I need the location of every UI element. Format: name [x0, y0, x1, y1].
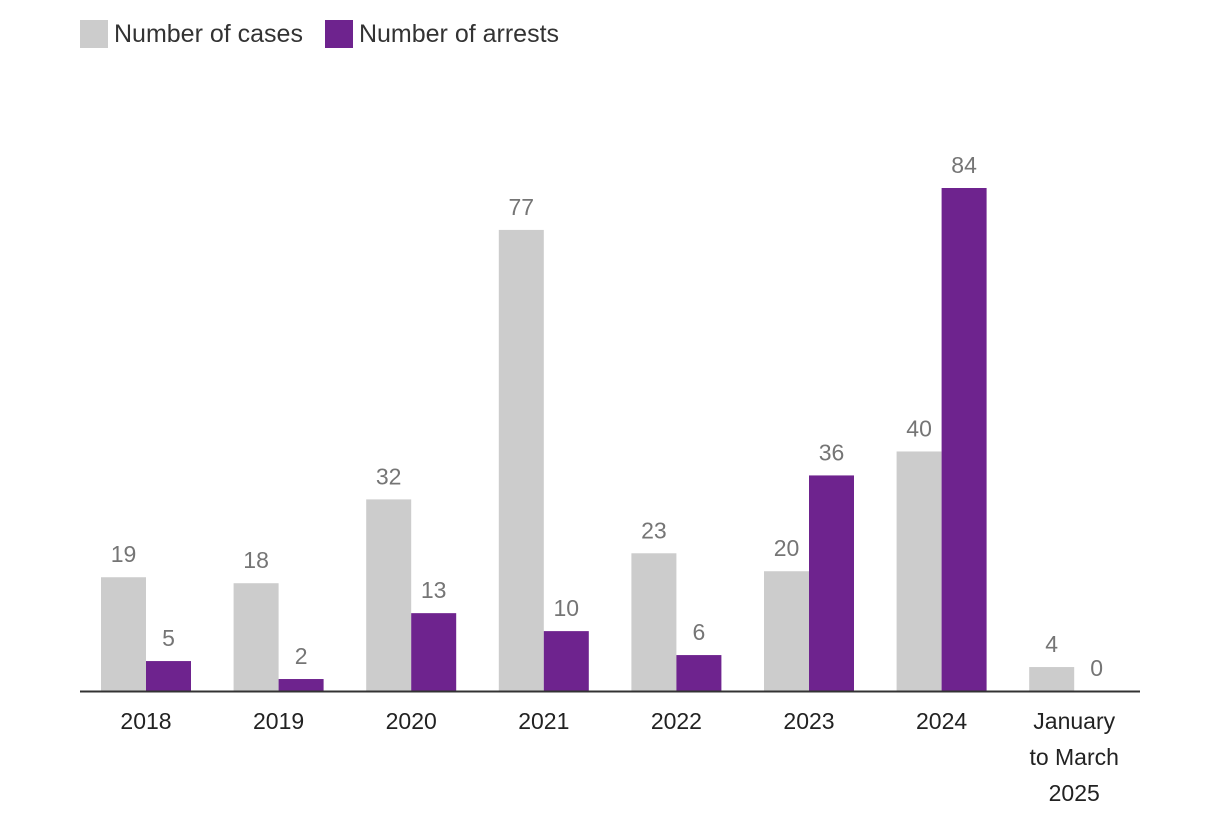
value-label-arrests-3: 10	[554, 595, 580, 621]
bar-arrests-1	[278, 679, 324, 691]
bar-cases-0	[101, 577, 146, 691]
value-label-cases-1: 18	[243, 547, 269, 573]
bar-cases-7	[1029, 667, 1075, 691]
x-tick-label-1: 2019	[253, 708, 304, 734]
x-tick-label-2: 2020	[386, 708, 437, 734]
value-label-arrests-2: 13	[421, 577, 447, 603]
value-label-cases-3: 77	[509, 194, 535, 220]
legend-item-cases: Number of cases	[80, 20, 303, 49]
value-label-arrests-7: 0	[1090, 655, 1103, 681]
bar-cases-1	[233, 583, 279, 691]
bar-cases-6	[896, 451, 942, 691]
legend-swatch-arrests	[324, 20, 353, 48]
value-label-arrests-4: 6	[693, 619, 706, 645]
bar-cases-3	[498, 229, 544, 691]
legend-swatch-cases	[80, 20, 108, 48]
bar-arrests-4	[676, 655, 722, 691]
x-tick-label-7: January to March 2025	[1029, 708, 1118, 806]
value-label-arrests-5: 36	[819, 439, 845, 465]
legend-label-arrests: Number of arrests	[358, 19, 560, 48]
bar-arrests-0	[146, 661, 191, 691]
value-label-arrests-0: 5	[162, 625, 175, 651]
value-label-arrests-6: 84	[951, 152, 977, 178]
bar-cases-5	[764, 571, 809, 691]
x-tick-label-6: 2024	[916, 708, 967, 734]
legend-item-arrests: Number of arrests	[324, 19, 560, 49]
legend: Number of cases Number of arrests	[80, 18, 581, 50]
x-tick-label-5: 2023	[783, 708, 834, 734]
x-tick-label-4: 2022	[651, 708, 702, 734]
bar-arrests-5	[809, 475, 854, 691]
x-tick-label-3: 2021	[518, 708, 569, 734]
bar-cases-2	[366, 499, 412, 691]
bar-cases-4	[631, 553, 677, 691]
legend-label-cases: Number of cases	[114, 19, 303, 48]
value-label-arrests-1: 2	[295, 643, 308, 669]
value-label-cases-2: 32	[376, 463, 402, 489]
bar-arrests-2	[411, 613, 457, 691]
value-label-cases-7: 4	[1045, 631, 1058, 657]
value-label-cases-0: 19	[111, 541, 137, 567]
bar-arrests-3	[543, 631, 589, 691]
value-label-cases-4: 23	[641, 517, 667, 543]
x-tick-label-0: 2018	[120, 708, 171, 734]
value-label-cases-6: 40	[906, 415, 932, 441]
bar-arrests-6	[941, 188, 987, 691]
value-label-cases-5: 20	[774, 535, 800, 561]
